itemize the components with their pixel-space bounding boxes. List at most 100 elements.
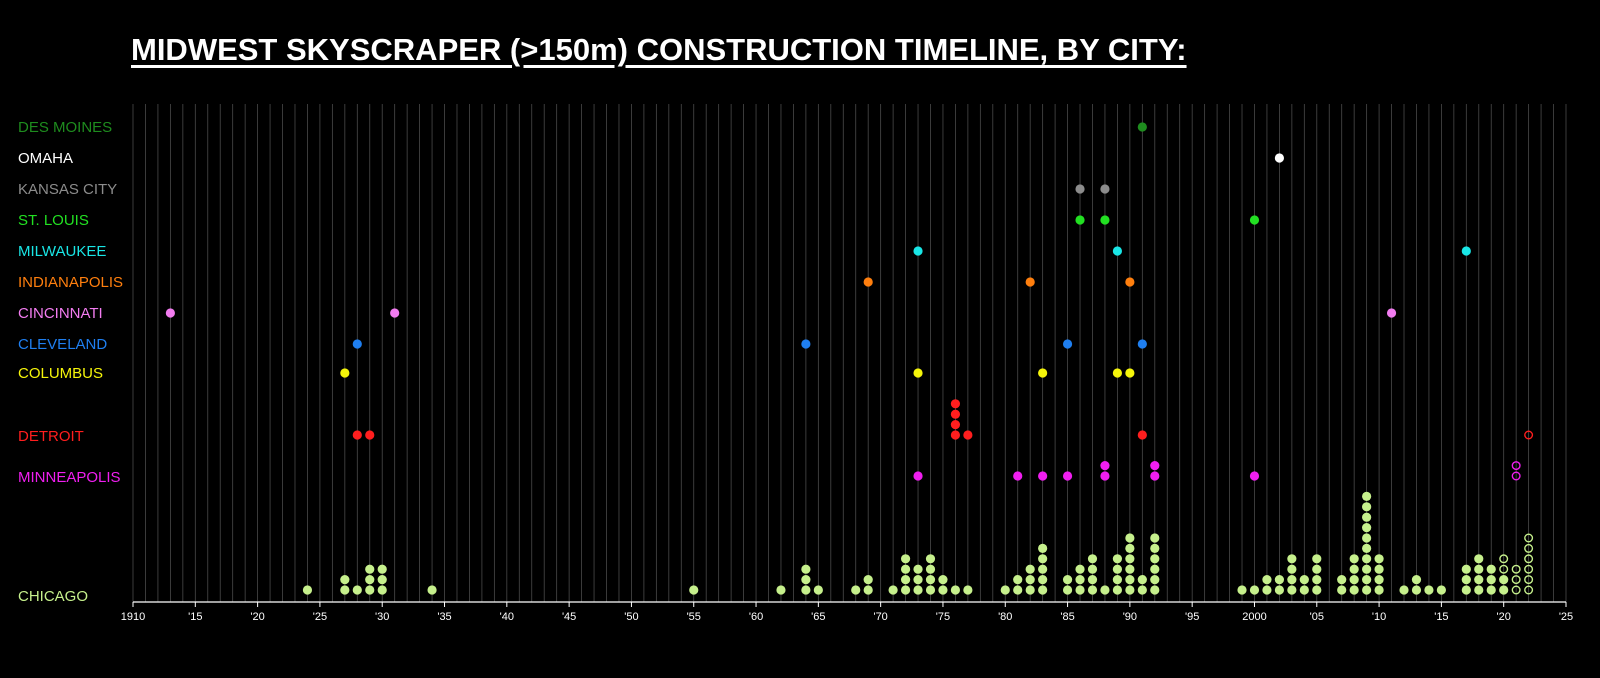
tower-point [365, 430, 375, 440]
x-tick-label: '30 [375, 611, 389, 623]
tower-point [1499, 575, 1509, 585]
tower-point [1137, 339, 1147, 349]
tower-point [1349, 564, 1359, 574]
tower-point [1137, 122, 1147, 132]
tower-point [1062, 585, 1073, 595]
tower-point [1038, 575, 1048, 585]
tower-point [1038, 368, 1048, 378]
x-tick-label: '15 [1434, 611, 1448, 623]
tower-point [1075, 564, 1085, 574]
x-tick-label: '95 [1185, 611, 1199, 623]
x-tick-label: '70 [873, 611, 887, 623]
x-axis: 1910 '15 '20 '25 '30 '35 '40 '45 '50 '55 '60 '65 '70… [121, 601, 1573, 623]
planned-tower-point [1524, 575, 1534, 585]
x-tick-label: 1910 [121, 611, 145, 623]
tower-point [900, 575, 911, 585]
tower-point [913, 471, 923, 481]
tower-point [1087, 585, 1098, 595]
tower-point [1112, 575, 1123, 585]
tower-point [1237, 585, 1247, 595]
tower-point [1362, 523, 1372, 533]
tower-point [1312, 554, 1322, 564]
tower-point [1287, 575, 1297, 585]
tower-point [1087, 575, 1098, 585]
tower-point [1038, 554, 1048, 564]
tower-point [1125, 554, 1135, 564]
tower-point [365, 575, 375, 585]
tower-point [1362, 543, 1372, 554]
x-tick-label: '20 [1497, 611, 1511, 623]
data-points [165, 122, 1534, 595]
tower-point [1474, 554, 1484, 564]
x-tick-label: '50 [624, 611, 638, 623]
planned-tower-point [1511, 471, 1521, 481]
tower-point [1125, 575, 1135, 585]
tower-point [1362, 585, 1372, 595]
tower-point [1100, 184, 1110, 194]
tower-point [1262, 575, 1272, 585]
tower-point [813, 585, 823, 595]
tower-point [1411, 575, 1422, 585]
tower-point [1150, 533, 1160, 543]
tower-point [888, 585, 898, 595]
tower-point [1312, 575, 1322, 585]
city-label: CINCINNATI [18, 305, 103, 322]
tower-point [365, 564, 375, 574]
planned-tower-point [1511, 585, 1521, 595]
tower-point [913, 246, 923, 256]
tower-point [1474, 575, 1484, 585]
tower-point [1362, 491, 1372, 501]
tower-point [1075, 585, 1085, 595]
tower-point [1025, 277, 1035, 287]
tower-point [913, 585, 923, 595]
x-tick-label: '20 [250, 611, 264, 623]
x-tick-label: '05 [1310, 611, 1324, 623]
tower-point [963, 430, 973, 440]
tower-point [1486, 575, 1496, 585]
tower-point [1025, 585, 1035, 595]
tower-point [1461, 575, 1471, 585]
tower-point [1013, 585, 1023, 595]
x-tick-label: '40 [500, 611, 514, 623]
tower-point [1499, 585, 1509, 595]
tower-point [1486, 564, 1496, 574]
city-label: OMAHA [18, 150, 73, 167]
tower-point [1062, 575, 1073, 585]
tower-point [1038, 543, 1048, 554]
tower-point [1486, 585, 1496, 595]
tower-point [1075, 575, 1085, 585]
tower-point [340, 368, 350, 378]
tower-point [1000, 585, 1010, 595]
tower-point [302, 585, 313, 595]
tower-point [1299, 585, 1309, 595]
city-label: DES MOINES [18, 119, 112, 136]
tower-point [1125, 533, 1135, 543]
tower-point [1436, 585, 1446, 595]
tower-point [1100, 461, 1110, 471]
tower-point [1299, 575, 1309, 585]
tower-point [1125, 585, 1135, 595]
tower-point [340, 575, 350, 585]
tower-point [1362, 512, 1372, 522]
tower-point [1461, 585, 1471, 595]
tower-point [925, 585, 936, 595]
tower-point [1399, 585, 1409, 595]
x-tick-label: '45 [562, 611, 576, 623]
tower-point [950, 409, 961, 419]
planned-tower-point [1524, 585, 1534, 595]
tower-point [1362, 502, 1372, 512]
tower-point [365, 585, 375, 595]
tower-point [801, 564, 811, 574]
tower-point [1112, 585, 1123, 595]
tower-point [1262, 585, 1272, 595]
tower-point [377, 564, 387, 574]
tower-point [1087, 554, 1098, 564]
tower-point [352, 585, 362, 595]
tower-point [1112, 564, 1123, 574]
tower-point [1150, 543, 1160, 554]
planned-tower-point [1524, 564, 1534, 574]
tower-point [1087, 564, 1098, 574]
tower-point [1150, 564, 1160, 574]
x-tick-label: '60 [749, 611, 763, 623]
grid-lines [132, 104, 1567, 602]
